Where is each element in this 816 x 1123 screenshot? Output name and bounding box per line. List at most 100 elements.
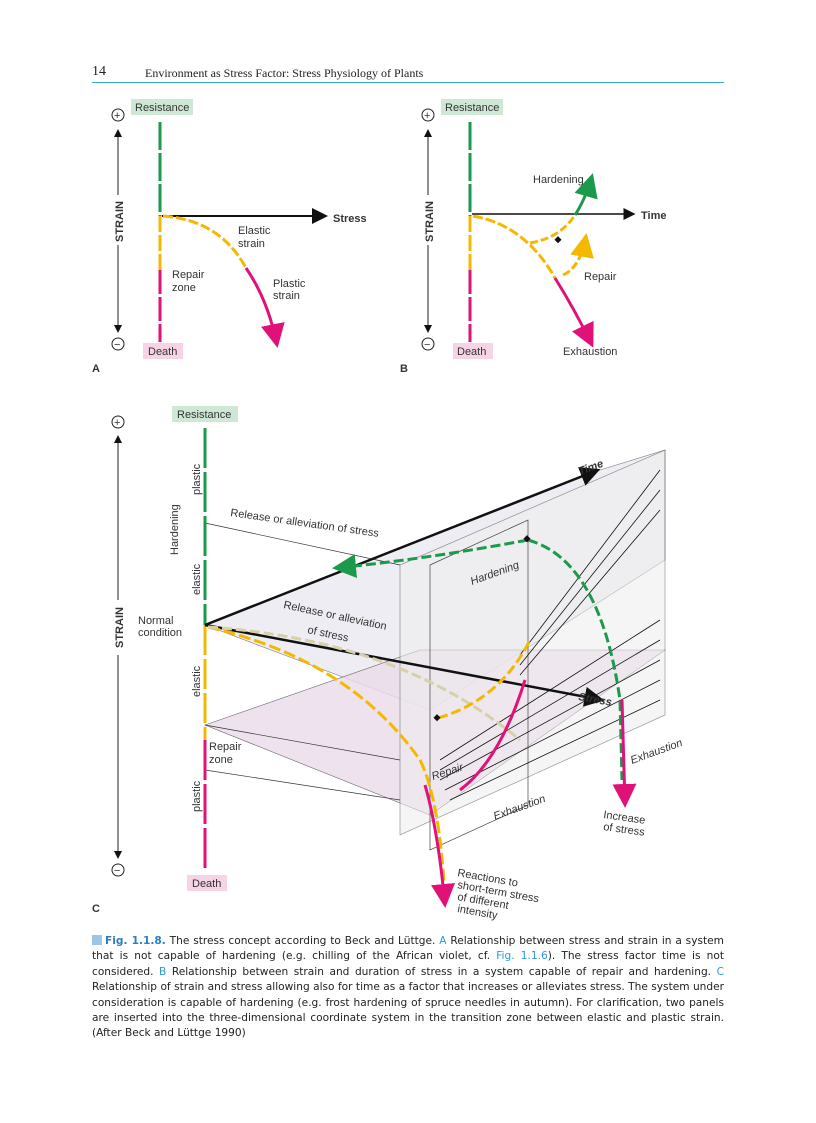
guide-line xyxy=(204,769,401,801)
plastic-label-1: Plastic xyxy=(273,278,306,290)
time-axis xyxy=(204,467,601,627)
panel-b-letter: B xyxy=(400,363,408,375)
repair-zone-label-2: zone xyxy=(209,754,233,766)
elastic-label-1: Elastic xyxy=(238,225,271,237)
figure-1-1-8: Resistance Death + − STRAIN Stress Elast… xyxy=(92,99,684,922)
caption-ref-c: C xyxy=(716,965,724,978)
repair-curve xyxy=(562,233,594,277)
elastic-curve xyxy=(472,214,557,279)
exhaustion-curve xyxy=(553,277,594,348)
resistance-label: Resistance xyxy=(135,102,189,114)
minus-icon xyxy=(111,337,125,351)
resistance-label-bg xyxy=(131,99,193,115)
plastic-top-label: plastic xyxy=(191,463,203,495)
hardening-label: Hardening xyxy=(533,174,584,186)
resistance-label: Resistance xyxy=(445,102,499,114)
plus-sign: + xyxy=(114,417,120,429)
panel-a-letter: A xyxy=(92,363,100,375)
death-label-bg xyxy=(187,875,227,891)
death-label-bg xyxy=(453,343,493,359)
increase-stress-curve xyxy=(612,699,637,808)
plastic-strain-curve xyxy=(244,267,285,348)
inserted-panel-back xyxy=(399,449,666,836)
resistance-label: Resistance xyxy=(177,409,231,421)
branch-point-marker xyxy=(523,535,531,543)
page-number: 14 xyxy=(92,64,106,79)
plastic-bottom-label: plastic xyxy=(191,780,203,812)
repair-curve xyxy=(437,639,532,720)
figure-link[interactable]: Fig. 1.1.6 xyxy=(496,950,548,963)
exhaustion-label-2: Exhaustion xyxy=(629,737,684,767)
exhaustion-label: Exhaustion xyxy=(563,346,617,358)
minus-sign: − xyxy=(424,339,430,351)
minus-sign: − xyxy=(114,339,120,351)
figure-caption: Fig. 1.1.8. The stress concept according… xyxy=(92,934,724,1042)
caption-text: Relationship between stress and strain i… xyxy=(92,935,724,963)
increase-stress-label-1: Increase xyxy=(603,809,646,827)
caption-ref-a: A xyxy=(439,935,447,947)
guide-line xyxy=(204,522,401,566)
elastic-bottom-label: elastic xyxy=(191,665,203,697)
repair-label-1: Repair xyxy=(172,269,205,281)
reactions-curve xyxy=(423,784,455,908)
plus-icon xyxy=(111,415,125,429)
resistance-label-bg xyxy=(172,406,238,422)
running-title: Environment as Stress Factor: Stress Phy… xyxy=(145,66,424,80)
hardening-curve xyxy=(573,173,598,216)
minus-sign: − xyxy=(114,865,120,877)
minus-icon xyxy=(111,863,125,877)
panel-b: Resistance Death + − STRAIN Time Hardeni… xyxy=(400,99,666,375)
branch-point-marker xyxy=(433,714,441,722)
plus-icon xyxy=(421,108,435,122)
header-rule xyxy=(92,82,724,83)
caption-text: Relationship of strain and stress allowi… xyxy=(92,981,724,1040)
exhaustion-curve xyxy=(459,679,527,792)
panel-c-letter: C xyxy=(92,903,100,915)
figure-number: Fig. 1.1.8. xyxy=(105,935,166,947)
death-label: Death xyxy=(457,346,486,358)
elastic-strain-curve xyxy=(162,214,248,269)
release-curve-upper xyxy=(332,538,529,578)
minus-icon xyxy=(421,337,435,351)
panel-c: Resistance Death + − STRAIN Time Stress xyxy=(92,406,684,922)
plastic-label-2: strain xyxy=(273,290,300,302)
strain-label: STRAIN xyxy=(424,201,436,242)
normal-condition-label-1: Normal xyxy=(138,615,173,627)
death-label: Death xyxy=(192,878,221,890)
plus-sign: + xyxy=(424,110,430,122)
panel-a: Resistance Death + − STRAIN Stress Elast… xyxy=(92,99,367,375)
death-label: Death xyxy=(148,346,177,358)
strain-label: STRAIN xyxy=(114,607,126,648)
hardening-side-label: Hardening xyxy=(169,504,181,555)
release-curve-lower xyxy=(207,625,521,742)
release-label-upper: Release or alleviation of stress xyxy=(230,507,381,540)
caption-ref-b: B xyxy=(159,965,167,978)
stress-label: Stress xyxy=(577,691,612,709)
repair-label-2: zone xyxy=(172,282,196,294)
repair-label: Repair xyxy=(584,271,617,283)
hardening-curve xyxy=(527,538,624,781)
stress-axis xyxy=(204,623,605,707)
resistance-label-bg xyxy=(441,99,503,115)
normal-condition-label-2: condition xyxy=(138,627,182,639)
increase-stress-label-2: of stress xyxy=(603,821,646,839)
plus-sign: + xyxy=(114,110,120,122)
exhaustion-label-1: Exhaustion xyxy=(492,793,547,823)
plus-icon xyxy=(111,108,125,122)
hardening-start-curve xyxy=(529,214,577,245)
caption-square-icon xyxy=(92,935,102,945)
elastic-top-label: elastic xyxy=(191,563,203,595)
guide-line xyxy=(204,724,401,761)
elastic-label-2: strain xyxy=(238,238,265,250)
branch-point-marker xyxy=(554,236,562,244)
stress-label: Stress xyxy=(333,213,367,225)
inserted-panel-front xyxy=(429,519,529,851)
time-label: Time xyxy=(641,210,666,222)
strain-label: STRAIN xyxy=(114,201,126,242)
caption-text: Relationship between strain and duration… xyxy=(166,965,717,978)
short-term-stress-curve xyxy=(207,625,447,901)
caption-text: The stress concept according to Beck and… xyxy=(165,935,440,947)
death-label-bg xyxy=(143,343,183,359)
repair-zone-label-1: Repair xyxy=(209,741,242,753)
